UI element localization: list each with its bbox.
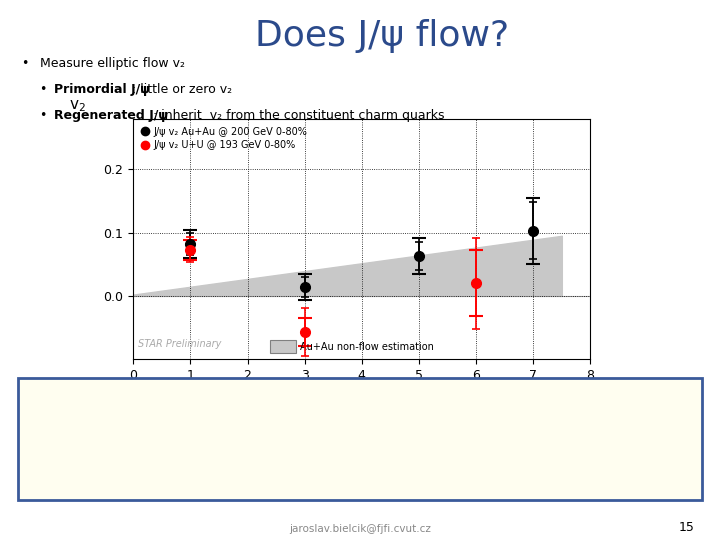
Text: Does J/ψ flow?: Does J/ψ flow?	[255, 19, 508, 53]
Text: jaroslav.bielcik@fjfi.cvut.cz: jaroslav.bielcik@fjfi.cvut.cz	[289, 523, 431, 534]
X-axis label: p$_{T}$ (GeV/c): p$_{T}$ (GeV/c)	[325, 384, 398, 403]
Text: •: •	[22, 57, 29, 70]
Text: : inherit  v₂ from the constituent charm quarks: : inherit v₂ from the constituent charm …	[153, 109, 445, 122]
Text: •: •	[40, 109, 47, 122]
Text: v$_2$: v$_2$	[69, 98, 86, 114]
Text: Regenerated J/ψ: Regenerated J/ψ	[54, 109, 168, 122]
Text: •  The value of v₂ from  200 GeV Au+Au and from 193 GeV U+U collisions are: • The value of v₂ from 200 GeV Au+Au and…	[29, 388, 488, 401]
Text: Au+Au non-flow estimation: Au+Au non-flow estimation	[300, 342, 434, 352]
Legend: J/ψ v₂ Au+Au @ 200 GeV 0-80%, J/ψ v₂ U+U @ 193 GeV 0-80%: J/ψ v₂ Au+Au @ 200 GeV 0-80%, J/ψ v₂ U+U…	[138, 124, 310, 153]
Text: → Disfavor the scenario that the regeneration is the dominant contribution in: → Disfavor the scenario that the regener…	[47, 440, 505, 453]
Text: Primordial J/ψ: Primordial J/ψ	[54, 83, 150, 96]
Text: this kinematic range: this kinematic range	[68, 464, 190, 477]
Text: : little or zero v₂: : little or zero v₂	[132, 83, 232, 96]
Text: Measure elliptic flow v₂: Measure elliptic flow v₂	[40, 57, 184, 70]
Text: 15: 15	[679, 521, 695, 534]
Text: STAR Preliminary: STAR Preliminary	[138, 340, 221, 349]
Text: •: •	[40, 83, 47, 96]
Bar	[271, 340, 295, 353]
Text: consistent with zero within uncertainties for pₜ above 2 GeV/c.: consistent with zero within uncertaintie…	[47, 414, 415, 427]
